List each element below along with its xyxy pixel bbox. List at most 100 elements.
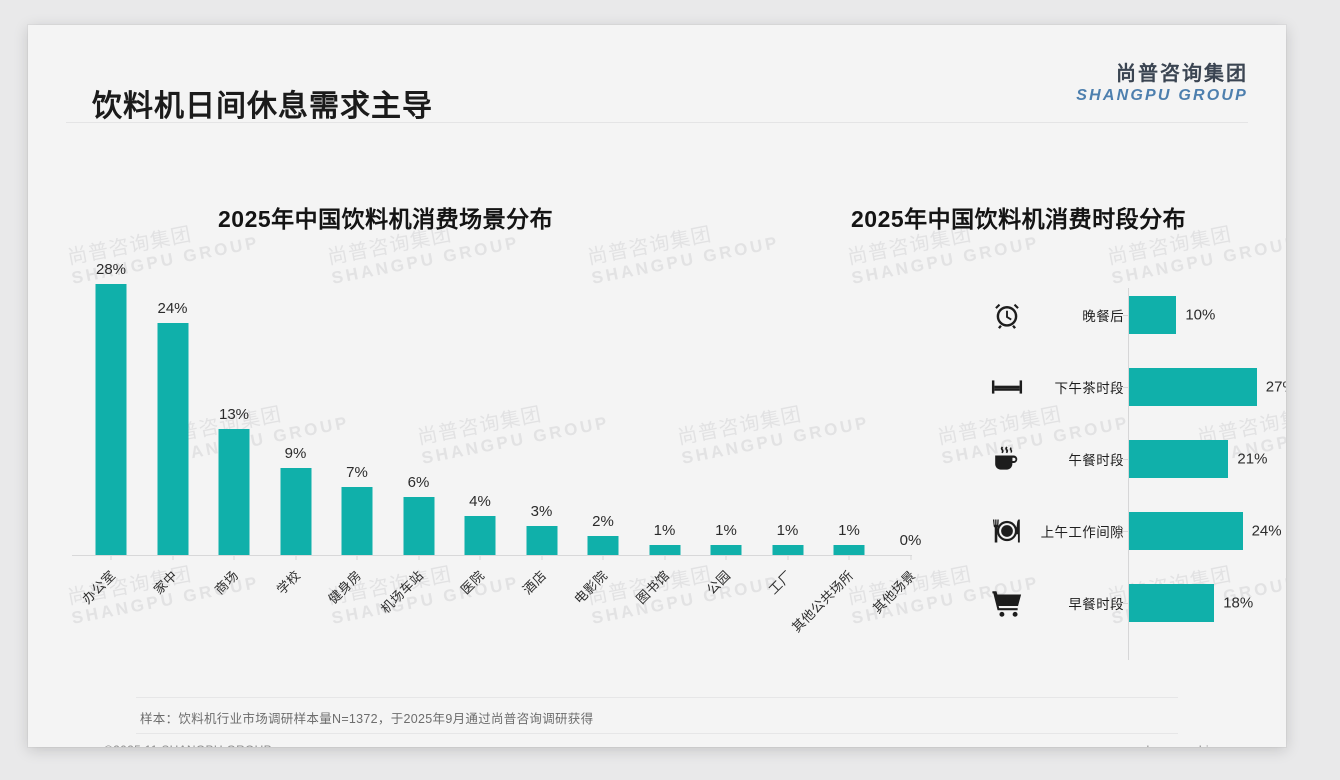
timeslot-bar-row[interactable]: 午餐时段 21%	[968, 436, 1286, 482]
timeslot-bar[interactable]	[1129, 440, 1229, 478]
timeslot-axis-tick	[1123, 459, 1128, 460]
scene-axis-tick	[356, 555, 358, 560]
scene-bar-value: 6%	[407, 474, 430, 491]
scene-axis-tick	[848, 555, 850, 560]
scene-axis-tick	[602, 555, 604, 560]
scene-bar-group[interactable]: 24% 家中	[142, 265, 204, 597]
scene-chart-x-axis	[72, 555, 912, 556]
timeslot-bar-row[interactable]: 晚餐后 10%	[968, 292, 1286, 338]
scene-bar-group[interactable]: 13% 商场	[203, 265, 265, 597]
scene-bar-value: 24%	[157, 300, 188, 317]
scene-bar-group[interactable]: 7% 健身房	[325, 265, 388, 607]
scene-bar-value: 2%	[592, 512, 614, 530]
scene-bar[interactable]	[526, 526, 557, 555]
scene-bar-value: 4%	[469, 493, 491, 511]
scene-bar[interactable]	[587, 535, 619, 555]
scene-axis-tick	[110, 555, 112, 560]
scene-bar[interactable]	[341, 487, 373, 555]
scene-bar[interactable]	[464, 516, 496, 555]
scene-bar-value: 1%	[653, 522, 676, 540]
scene-axis-tick	[233, 555, 235, 560]
timeslot-category-label: 晚餐后	[1082, 309, 1124, 324]
timeslot-chart-y-axis	[1128, 288, 1129, 660]
timeslot-bar[interactable]	[1129, 512, 1243, 550]
scene-chart-title: 2025年中国饮料机消费场景分布	[218, 206, 554, 232]
scene-axis-tick	[787, 555, 788, 560]
scene-bar[interactable]	[403, 497, 434, 555]
alarm-clock-icon	[990, 298, 1024, 332]
scene-bar[interactable]	[280, 468, 311, 555]
timeslot-bar[interactable]	[1129, 296, 1177, 334]
scene-bar-value: 1%	[715, 522, 737, 540]
scene-bar[interactable]	[772, 545, 803, 555]
scene-bar[interactable]	[649, 545, 680, 555]
scene-bar-value: 7%	[346, 464, 368, 482]
scene-bar-value: 13%	[218, 406, 250, 424]
copyright-text: ©2025.11 SHANGPU GROUP	[104, 743, 272, 747]
scene-bar-group[interactable]: 1% 其他公共场所	[789, 265, 880, 635]
timeslot-axis-tick	[1123, 603, 1128, 604]
scene-bar-group[interactable]: 1% 图书馆	[633, 265, 696, 607]
slide-header: 饮料机日间休息需求主导 尚普咨询集团 SHANGPU GROUP	[28, 25, 1286, 123]
note-divider-bottom	[136, 733, 1178, 734]
timeslot-distribution-chart: 晚餐后 10% 下午茶时段 27% 午餐时段 21% 上午工作间隙 24% 早餐时段 18%	[968, 280, 1286, 665]
scene-bar-value: 3%	[530, 503, 553, 520]
website-link[interactable]: www.shangpu-china.com	[1110, 743, 1250, 747]
scene-bar-group[interactable]: 6% 机场车站	[377, 265, 450, 616]
scene-bar-value: 9%	[284, 445, 307, 462]
scene-bar[interactable]	[833, 545, 865, 555]
scene-bar-value: 1%	[838, 522, 860, 540]
logo-english-text: SHANGPU GROUP	[1076, 87, 1248, 104]
timeslot-bar-row[interactable]: 上午工作间隙 24%	[968, 508, 1286, 554]
scene-bar-group[interactable]: 0% 其他场景	[869, 265, 942, 616]
timeslot-bar-value: 24%	[1251, 522, 1282, 540]
scene-axis-tick	[541, 555, 542, 560]
timeslot-category-label: 早餐时段	[1068, 597, 1124, 612]
page-title: 饮料机日间休息需求主导	[92, 90, 433, 123]
scene-bar-group[interactable]: 2% 电影院	[571, 265, 634, 607]
scene-distribution-chart: 28% 办公室 24% 家中 13% 商场 9% 学校 7% 健身房 6% 机场车站 4% 医院 3% 酒店 2…	[70, 261, 930, 665]
logo-chinese-text: 尚普咨询集团	[1116, 63, 1248, 85]
shopping-cart-icon	[990, 586, 1024, 620]
coffee-cup-icon	[990, 442, 1024, 476]
timeslot-category-label: 下午茶时段	[1054, 381, 1124, 396]
scene-bar-group[interactable]: 1% 工厂	[757, 265, 819, 597]
timeslot-bar[interactable]	[1129, 368, 1257, 406]
scene-axis-tick	[725, 555, 727, 560]
timeslot-axis-tick	[1123, 531, 1128, 532]
bed-icon	[990, 370, 1024, 404]
scene-bar-group[interactable]: 28% 办公室	[79, 261, 142, 607]
scene-axis-tick	[172, 555, 173, 560]
scene-bar-value: 1%	[776, 522, 799, 540]
scene-axis-tick	[418, 555, 419, 560]
timeslot-chart-title: 2025年中国饮料机消费时段分布	[851, 206, 1187, 232]
timeslot-bar-row[interactable]: 早餐时段 18%	[968, 580, 1286, 626]
timeslot-category-label: 上午工作间隙	[1040, 525, 1124, 540]
scene-axis-tick	[295, 555, 296, 560]
plate-cutlery-icon	[990, 514, 1024, 548]
sample-note: 样本：饮料机行业市场调研样本量N=1372，于2025年9月通过尚普咨询调研获得	[140, 712, 594, 726]
scene-bar-value: 0%	[899, 532, 922, 549]
timeslot-bar[interactable]	[1129, 584, 1215, 622]
timeslot-bar-row[interactable]: 下午茶时段 27%	[968, 364, 1286, 410]
timeslot-bar-value: 21%	[1237, 450, 1268, 468]
scene-bar-value: 28%	[95, 261, 127, 279]
scene-bar[interactable]	[218, 429, 250, 555]
slide-canvas: 尚普咨询集团 SHANGPU GROUP 尚普咨询集团 SHANGPU GROUP 尚普…	[28, 25, 1286, 747]
scene-bar-group[interactable]: 1% 公园	[695, 265, 757, 597]
scene-bar-group[interactable]: 9% 学校	[265, 265, 327, 597]
scene-axis-tick	[664, 555, 665, 560]
scene-bar-group[interactable]: 4% 医院	[449, 265, 511, 597]
header-divider	[66, 122, 1248, 123]
timeslot-axis-tick	[1123, 387, 1128, 388]
timeslot-axis-tick	[1123, 315, 1128, 316]
timeslot-bar-value: 27%	[1265, 378, 1286, 396]
timeslot-category-label: 午餐时段	[1068, 453, 1124, 468]
note-divider-top	[136, 697, 1178, 698]
scene-axis-tick	[910, 555, 911, 560]
scene-bar[interactable]	[157, 323, 188, 555]
scene-bar-group[interactable]: 3% 酒店	[511, 265, 573, 597]
timeslot-bar-value: 10%	[1185, 306, 1216, 324]
scene-bar[interactable]	[710, 545, 742, 555]
scene-bar[interactable]	[95, 284, 127, 555]
